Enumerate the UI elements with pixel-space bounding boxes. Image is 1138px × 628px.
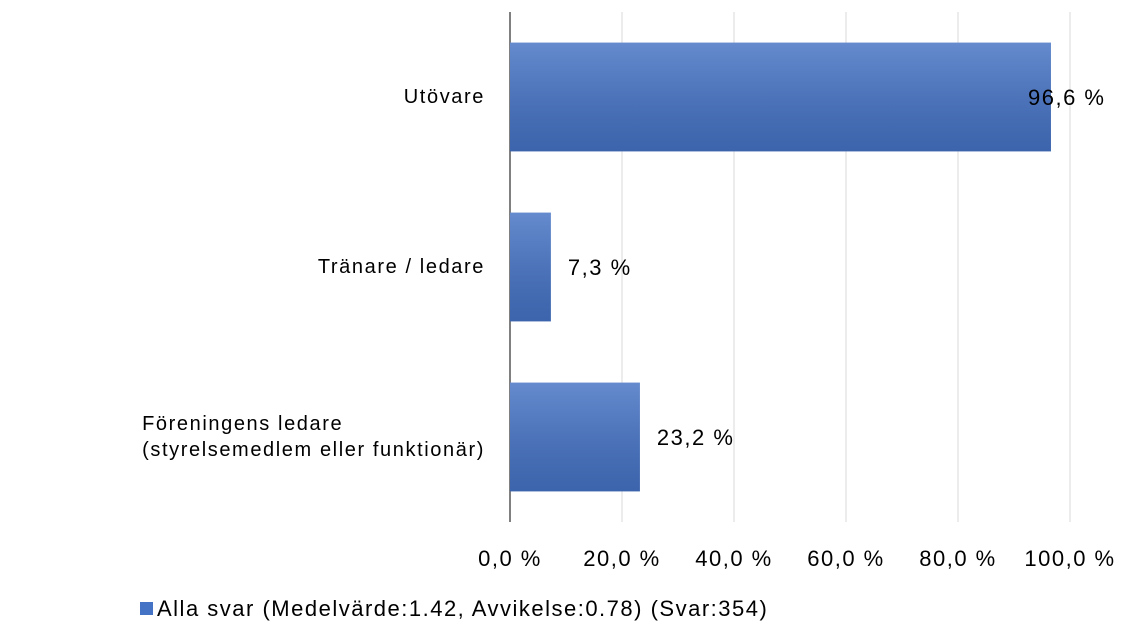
legend-label: Alla svar (Medelvärde:1.42, Avvikelse:0.… xyxy=(157,596,768,621)
value-label: 96,6 % xyxy=(1028,85,1106,110)
y-tick-label: Utövare xyxy=(403,86,485,108)
x-tick-label: 100,0 % xyxy=(1024,546,1115,571)
bar-shade xyxy=(510,382,640,492)
x-tick-label: 0,0 % xyxy=(478,546,542,571)
legend-swatch xyxy=(140,602,153,615)
y-tick-label: Tränare / ledare xyxy=(317,256,485,278)
bar-shade xyxy=(510,42,1051,152)
x-tick-label: 20,0 % xyxy=(583,546,661,571)
y-tick-label: Föreningens ledare (styrelsemedlem eller… xyxy=(142,413,485,461)
value-label: 7,3 % xyxy=(568,255,632,280)
x-tick-label: 80,0 % xyxy=(919,546,997,571)
x-tick-label: 40,0 % xyxy=(695,546,773,571)
x-tick-label: 60,0 % xyxy=(807,546,885,571)
value-label: 23,2 % xyxy=(657,425,735,450)
bar-shade xyxy=(510,212,551,322)
